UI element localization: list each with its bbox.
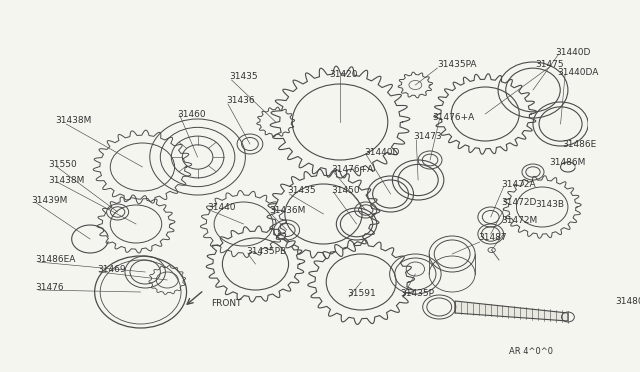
Text: FRONT: FRONT <box>211 299 242 308</box>
Text: 31435P: 31435P <box>401 289 435 298</box>
Text: 31486EA: 31486EA <box>35 256 76 264</box>
Text: 31487: 31487 <box>478 232 506 241</box>
Text: 3143B: 3143B <box>535 199 564 208</box>
Text: 31480: 31480 <box>616 296 640 305</box>
Text: 31486E: 31486E <box>563 140 596 148</box>
Text: 31476+A: 31476+A <box>332 164 374 173</box>
Text: 31420: 31420 <box>329 70 358 78</box>
Text: 31440D: 31440D <box>364 148 399 157</box>
Text: 31439M: 31439M <box>31 196 68 205</box>
Text: 31435: 31435 <box>287 186 316 195</box>
Text: 31475: 31475 <box>536 60 564 68</box>
Text: 31450: 31450 <box>332 186 360 195</box>
Text: 31435PB: 31435PB <box>246 247 287 257</box>
Text: 31486M: 31486M <box>550 157 586 167</box>
Text: 31440D: 31440D <box>555 48 591 57</box>
Text: 31436M: 31436M <box>269 205 306 215</box>
Text: 31438M: 31438M <box>48 176 84 185</box>
Text: 31591: 31591 <box>348 289 376 298</box>
Text: 31472A: 31472A <box>501 180 536 189</box>
Text: 31472M: 31472M <box>501 215 537 224</box>
Text: 31436: 31436 <box>226 96 255 105</box>
Text: 31440: 31440 <box>208 202 236 212</box>
Text: 31440DA: 31440DA <box>557 67 598 77</box>
Text: 31476+A: 31476+A <box>432 112 474 122</box>
Text: AR 4^0^0: AR 4^0^0 <box>509 347 553 356</box>
Polygon shape <box>455 301 568 321</box>
Text: 31435PA: 31435PA <box>437 60 477 68</box>
Text: 31469: 31469 <box>97 266 126 275</box>
Text: 31550: 31550 <box>48 160 77 169</box>
Text: 31476: 31476 <box>35 282 63 292</box>
Text: 31435: 31435 <box>230 71 259 80</box>
Text: 31472D: 31472D <box>501 198 536 206</box>
Text: 31473: 31473 <box>413 131 442 141</box>
Text: 31438M: 31438M <box>55 115 92 125</box>
Text: 31460: 31460 <box>177 109 206 119</box>
